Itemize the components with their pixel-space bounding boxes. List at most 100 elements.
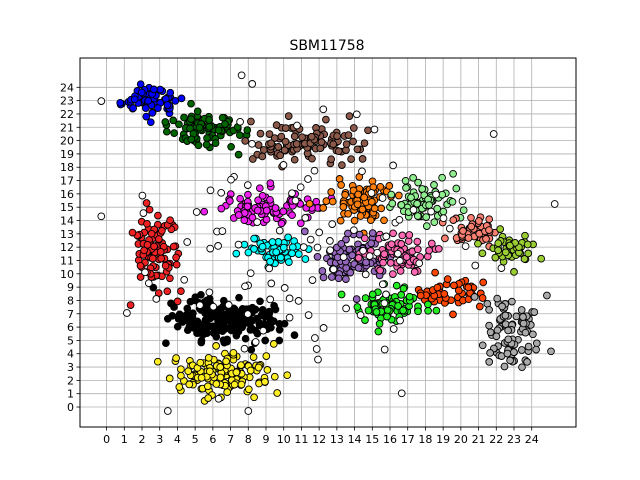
- data-point-cluster-17: [380, 345, 389, 354]
- y-tick-label: 18: [60, 161, 74, 174]
- data-point-cluster-17: [395, 215, 404, 224]
- data-point-cluster-17: [427, 207, 435, 216]
- data-point-cluster-17: [304, 175, 312, 183]
- data-point-cluster-17: [280, 284, 289, 292]
- data-point-cluster-16: [529, 330, 537, 339]
- data-point-cluster-17: [314, 355, 322, 364]
- data-point-cluster-17: [326, 237, 334, 245]
- data-point-cluster-2: [327, 155, 336, 164]
- data-point-cluster-12: [449, 310, 457, 319]
- data-point-cluster-2: [308, 154, 316, 163]
- data-point-cluster-8: [523, 240, 532, 249]
- data-point-cluster-16: [532, 345, 540, 354]
- data-point-cluster-17: [397, 389, 406, 398]
- data-point-cluster-15: [203, 382, 212, 391]
- data-point-cluster-16: [530, 308, 539, 316]
- data-point-cluster-9: [279, 243, 288, 252]
- data-point-cluster-15: [177, 371, 185, 380]
- data-point-cluster-2: [334, 147, 343, 156]
- y-tick-label: 6: [67, 321, 74, 334]
- data-point-cluster-15: [204, 353, 213, 362]
- data-point-cluster-17: [352, 110, 361, 119]
- data-point-cluster-14: [275, 336, 284, 345]
- data-point-cluster-17: [439, 214, 448, 223]
- x-tick-label: 1: [121, 433, 128, 446]
- data-point-cluster-17: [241, 282, 249, 291]
- y-tick-label: 16: [60, 188, 74, 201]
- data-point-cluster-13: [361, 316, 369, 324]
- data-point-cluster-4: [226, 197, 234, 205]
- y-tick-label: 7: [67, 308, 74, 321]
- data-point-cluster-17: [458, 197, 467, 205]
- data-point-cluster-16: [504, 326, 512, 335]
- data-point-cluster-17: [251, 338, 260, 346]
- data-point-cluster-17: [296, 183, 305, 192]
- data-point-cluster-9: [288, 249, 296, 258]
- data-point-cluster-2: [353, 145, 362, 154]
- data-point-cluster-17: [370, 125, 379, 134]
- data-point-cluster-2: [317, 138, 326, 146]
- y-tick-label: 24: [60, 81, 74, 94]
- data-point-cluster-17: [206, 244, 215, 253]
- data-point-cluster-6: [449, 169, 457, 178]
- data-point-cluster-0: [136, 80, 145, 89]
- data-point-cluster-9: [266, 257, 274, 266]
- data-point-cluster-15: [177, 365, 185, 374]
- data-point-cluster-3: [169, 242, 178, 251]
- data-point-cluster-17: [152, 295, 161, 303]
- data-point-cluster-4: [234, 211, 243, 219]
- data-point-cluster-0: [150, 85, 158, 94]
- data-point-cluster-17: [329, 265, 338, 274]
- data-point-cluster-17: [342, 304, 350, 313]
- data-point-cluster-15: [244, 385, 253, 394]
- data-point-cluster-2: [344, 131, 353, 139]
- data-point-cluster-0: [148, 109, 157, 117]
- data-point-cluster-11: [376, 266, 384, 275]
- data-point-cluster-5: [341, 190, 349, 199]
- data-point-cluster-2: [338, 161, 346, 169]
- data-point-cluster-13: [424, 306, 432, 315]
- data-point-cluster-1: [205, 116, 213, 124]
- data-point-cluster-14: [238, 318, 246, 326]
- data-point-cluster-3: [145, 205, 154, 214]
- data-point-cluster-14: [270, 301, 278, 310]
- data-point-cluster-2: [284, 112, 293, 120]
- data-point-cluster-10: [300, 227, 309, 236]
- x-tick-label: 17: [401, 433, 415, 446]
- data-point-cluster-10: [327, 273, 336, 281]
- data-point-cluster-13: [424, 300, 432, 309]
- data-point-cluster-2: [258, 152, 267, 161]
- data-point-cluster-14: [275, 320, 284, 328]
- data-point-cluster-15: [246, 366, 255, 375]
- data-point-cluster-3: [148, 254, 157, 263]
- data-point-cluster-6: [409, 173, 417, 182]
- data-point-cluster-1: [243, 126, 252, 134]
- data-point-cluster-3: [142, 199, 151, 207]
- data-point-cluster-12: [443, 275, 452, 283]
- data-point-cluster-16: [485, 321, 493, 330]
- data-point-cluster-13: [383, 312, 391, 321]
- data-point-cluster-5: [337, 181, 345, 189]
- data-point-cluster-15: [229, 348, 238, 357]
- data-point-cluster-11: [379, 258, 387, 267]
- data-point-cluster-17: [97, 97, 106, 105]
- data-point-cluster-17: [396, 256, 404, 265]
- data-point-cluster-17: [319, 324, 328, 332]
- data-point-cluster-11: [386, 259, 395, 267]
- data-point-cluster-16: [500, 362, 509, 371]
- data-points: [97, 71, 559, 415]
- data-point-cluster-16: [503, 349, 512, 358]
- data-point-cluster-14: [216, 305, 224, 313]
- data-point-cluster-11: [434, 244, 443, 253]
- data-point-cluster-12: [440, 289, 449, 298]
- data-point-cluster-2: [281, 124, 290, 132]
- data-point-cluster-2: [349, 137, 357, 146]
- data-point-cluster-15: [172, 354, 180, 362]
- data-point-cluster-14: [206, 322, 215, 331]
- data-point-cluster-14: [170, 303, 178, 311]
- data-point-cluster-6: [413, 212, 422, 220]
- data-point-cluster-4: [200, 207, 209, 216]
- x-tick-label: 20: [454, 433, 468, 446]
- data-point-cluster-17: [217, 188, 226, 197]
- data-point-cluster-6: [438, 173, 446, 182]
